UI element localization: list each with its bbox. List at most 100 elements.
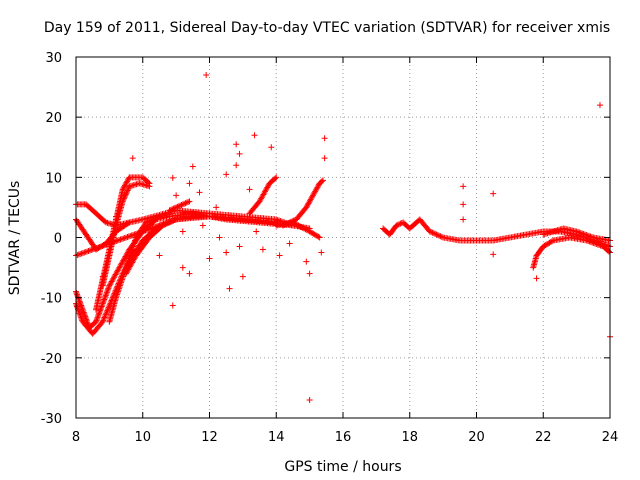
data-point-outlier (169, 174, 176, 181)
data-point-arc-a (97, 307, 104, 314)
data-point-arc-c (125, 233, 132, 240)
data-point-arc-h (144, 218, 151, 225)
data-point-outlier (251, 132, 258, 139)
data-point-outlier (286, 240, 293, 247)
data-point-arc-h (155, 214, 162, 221)
x-tick-label: 8 (72, 430, 80, 445)
data-point-arc-j (177, 202, 184, 209)
x-tick-labels: 8 10 12 14 16 18 20 22 24 (72, 430, 618, 445)
data-point-arc-o (591, 240, 598, 247)
data-point-arc-a (101, 295, 108, 302)
data-point-arc-i (167, 218, 174, 225)
data-point-arc-b (74, 303, 81, 310)
data-point-arc-c (128, 232, 135, 239)
data-point-arc-j (178, 202, 185, 209)
grid (76, 57, 610, 418)
data-point-arc-c (120, 235, 127, 242)
data-point-arc-j (186, 198, 193, 205)
data-point-arc-f (121, 183, 128, 190)
data-point-arc-l (305, 200, 312, 207)
data-point-outlier (156, 252, 163, 259)
data-point-arc-a (96, 309, 103, 316)
data-point-outlier (321, 135, 328, 142)
data-point-arc-j (179, 201, 186, 208)
chart-title: Day 159 of 2011, Sidereal Day-to-day VTE… (44, 20, 610, 36)
data-point-arc-a (103, 289, 110, 296)
data-point-arc-n (429, 229, 436, 236)
data-point-arc-m (315, 233, 322, 240)
data-point-arc-d (273, 216, 280, 223)
data-point-arc-b (76, 310, 83, 317)
data-point-arc-l (315, 183, 322, 190)
data-point-arc-c (84, 248, 91, 255)
data-point-arc-b (76, 309, 83, 316)
data-point-arc-p (587, 233, 594, 240)
data-point-arc-i (161, 221, 168, 228)
data-point-outlier (533, 275, 540, 282)
data-point-arc-b (99, 318, 106, 325)
data-point-arc-m (316, 234, 323, 241)
data-point-arc-a (93, 317, 100, 324)
data-point-arc-a (73, 290, 80, 297)
data-point-arc-h (151, 215, 158, 222)
data-point-outlier (460, 201, 467, 208)
data-point-arc-c (146, 225, 153, 232)
data-point-arc-p (584, 232, 591, 239)
axis-ticks (75, 56, 611, 419)
data-point-arc-c (117, 236, 124, 243)
data-point-arc-p (573, 228, 580, 235)
y-tick-label: 30 (45, 51, 62, 66)
data-point-arc-f (119, 186, 126, 193)
data-point-outlier (233, 141, 240, 148)
data-point-arc-n (426, 228, 433, 235)
data-point-outlier (321, 155, 328, 162)
data-point-outlier (318, 249, 325, 256)
data-point-arc-h (153, 214, 160, 221)
data-point-arc-o (593, 241, 600, 248)
data-point-arc-p (575, 228, 582, 235)
y-tick-label: -20 (41, 352, 62, 367)
data-point-arc-g (124, 187, 131, 194)
data-point-arc-f (121, 182, 128, 189)
data-point-arc-b (77, 313, 84, 320)
data-point-outlier (186, 180, 193, 187)
data-point-arc-h (143, 219, 150, 226)
data-point-outlier (223, 249, 230, 256)
data-point-outlier (246, 186, 253, 193)
x-tick-label: 16 (335, 430, 352, 445)
data-point-arc-l (313, 185, 320, 192)
data-point-arc-n (396, 221, 403, 228)
data-point-arc-o (597, 242, 604, 249)
data-point-arc-n (393, 222, 400, 229)
data-point-outlier (113, 213, 120, 220)
data-point-arc-g (123, 188, 130, 195)
data-point-arc-h (156, 213, 163, 220)
x-tick-label: 18 (401, 430, 418, 445)
data-point-outlier (490, 190, 497, 197)
data-point-arc-b (73, 302, 80, 309)
data-point-outlier (169, 302, 176, 309)
data-point-arc-a (99, 302, 106, 309)
x-tick-label: 24 (602, 430, 619, 445)
data-point-arc-l (303, 204, 310, 211)
data-point-arc-a (75, 295, 82, 302)
data-point-arc-c (143, 226, 150, 233)
data-point-arc-o (583, 237, 590, 244)
data-point-arc-n (432, 230, 439, 237)
data-point-arc-a (100, 299, 107, 306)
data-point-outlier (268, 144, 275, 151)
data-point-arc-g (122, 191, 129, 198)
data-point-arc-l (309, 192, 316, 199)
data-point-arc-j (183, 199, 190, 206)
data-point-arc-l (306, 197, 313, 204)
data-point-arc-l (306, 199, 313, 206)
data-point-arc-c (81, 249, 88, 256)
data-points (73, 72, 613, 403)
data-point-arc-a (94, 315, 101, 322)
data-point-arc-l (314, 184, 321, 191)
data-point-arc-g (125, 186, 132, 193)
data-point-outlier (206, 255, 213, 262)
data-point-arc-n (438, 233, 445, 240)
data-point-arc-k (273, 174, 280, 181)
